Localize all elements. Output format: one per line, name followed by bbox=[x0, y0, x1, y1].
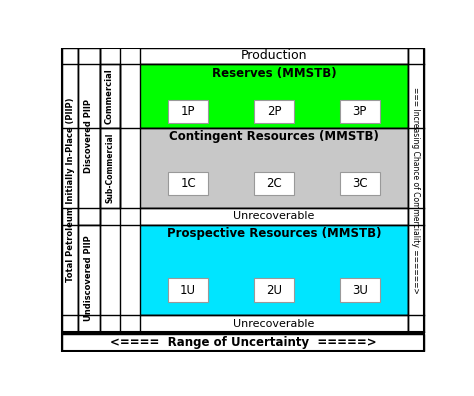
Bar bbox=[63, 334, 423, 351]
Text: 2P: 2P bbox=[267, 105, 281, 118]
Text: 3C: 3C bbox=[352, 177, 367, 190]
Text: Prospective Resources (MMSTB): Prospective Resources (MMSTB) bbox=[167, 227, 381, 240]
Bar bbox=[140, 225, 408, 316]
Bar bbox=[78, 225, 100, 332]
Text: Reserves (MMSTB): Reserves (MMSTB) bbox=[211, 67, 336, 80]
Bar bbox=[168, 172, 208, 195]
Bar bbox=[100, 65, 120, 128]
Text: 3U: 3U bbox=[352, 284, 368, 297]
Text: 2U: 2U bbox=[266, 284, 282, 297]
Text: 1C: 1C bbox=[180, 177, 196, 190]
Bar bbox=[254, 172, 294, 195]
Bar bbox=[339, 100, 380, 124]
Text: Unrecoverable: Unrecoverable bbox=[233, 211, 315, 221]
Text: Unrecoverable: Unrecoverable bbox=[233, 319, 315, 329]
Bar bbox=[339, 172, 380, 195]
Bar bbox=[140, 316, 408, 332]
Bar bbox=[78, 48, 100, 225]
Text: === Increasing Chance of Commerciality ======>: === Increasing Chance of Commerciality =… bbox=[411, 87, 420, 293]
Bar bbox=[140, 208, 408, 225]
Bar bbox=[254, 100, 294, 124]
Bar bbox=[254, 278, 294, 302]
Bar bbox=[140, 48, 408, 65]
Text: Total Petroleum Initially In-Place (PIIP): Total Petroleum Initially In-Place (PIIP… bbox=[65, 98, 74, 282]
Text: 1P: 1P bbox=[181, 105, 195, 118]
Bar bbox=[63, 334, 423, 351]
Text: Discovered PIIP: Discovered PIIP bbox=[84, 99, 93, 173]
Text: 3P: 3P bbox=[353, 105, 367, 118]
Text: 1U: 1U bbox=[180, 284, 196, 297]
Bar bbox=[140, 65, 408, 128]
Text: Commercial: Commercial bbox=[105, 68, 114, 124]
Text: Production: Production bbox=[241, 50, 307, 63]
Text: Undiscovered PIIP: Undiscovered PIIP bbox=[84, 236, 93, 322]
Bar bbox=[63, 48, 78, 332]
Bar bbox=[408, 48, 423, 332]
Bar bbox=[168, 278, 208, 302]
Bar bbox=[168, 100, 208, 124]
Bar bbox=[100, 128, 120, 208]
Text: Contingent Resources (MMSTB): Contingent Resources (MMSTB) bbox=[169, 130, 379, 143]
Bar bbox=[140, 128, 408, 208]
Bar bbox=[339, 278, 380, 302]
Text: Sub-Commercial: Sub-Commercial bbox=[105, 132, 114, 203]
Text: 2C: 2C bbox=[266, 177, 282, 190]
Text: <====  Range of Uncertainty  =====>: <==== Range of Uncertainty =====> bbox=[109, 336, 376, 349]
